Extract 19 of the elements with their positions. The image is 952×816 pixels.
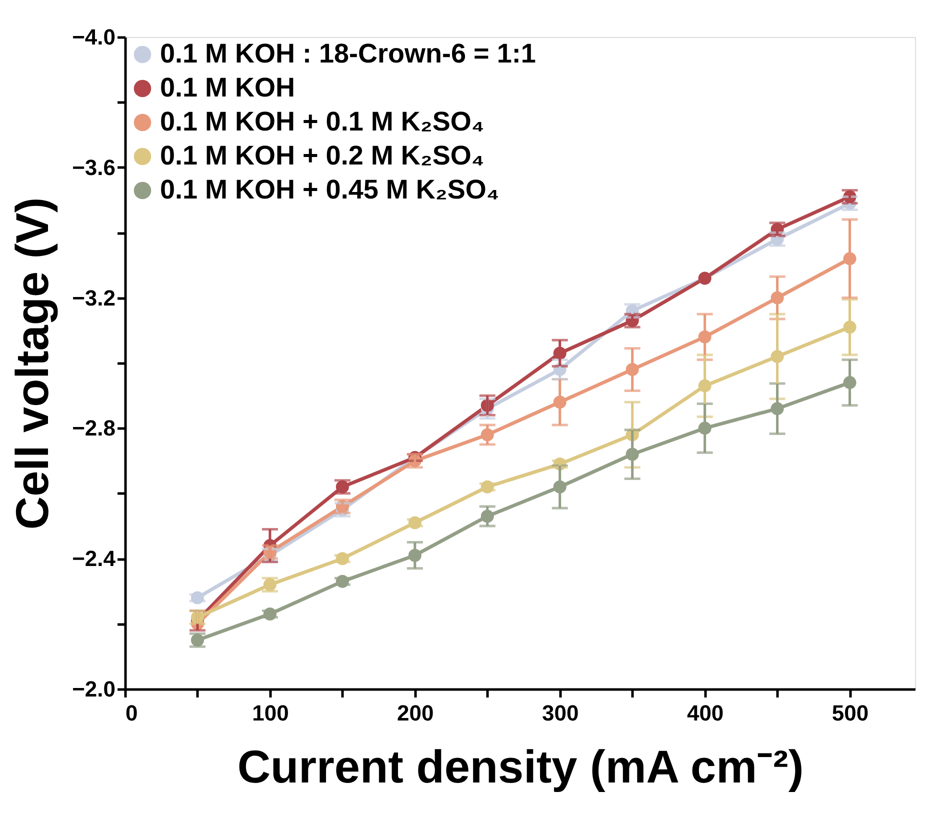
legend-label: 0.1 M KOH + 0.2 M K₂SO₄ bbox=[160, 140, 484, 170]
x-tick-label: 0 bbox=[126, 700, 138, 726]
y-tick-label: −3.6 bbox=[72, 154, 116, 180]
x-axis-title: Current density (mA cm⁻²) bbox=[237, 740, 804, 792]
y-tick-label: −2.8 bbox=[72, 416, 116, 441]
y-tick-label: −4.0 bbox=[72, 24, 116, 50]
y-tick-label: −3.2 bbox=[72, 285, 116, 310]
y-axis-title: Cell voltage (V) bbox=[6, 197, 58, 530]
y-tick-label: −2.4 bbox=[72, 546, 116, 572]
x-tick-label: 100 bbox=[252, 700, 289, 726]
x-tick-label: 200 bbox=[397, 700, 434, 726]
x-tick-label: 400 bbox=[686, 700, 724, 726]
x-tick-label: 500 bbox=[832, 700, 869, 726]
y-tick-label: −2.0 bbox=[72, 676, 116, 702]
x-tick-label: 300 bbox=[542, 700, 579, 726]
legend-label: 0.1 M KOH + 0.45 M K₂SO₄ bbox=[160, 174, 500, 204]
legend-label: 0.1 M KOH : 18-Crown-6 = 1:1 bbox=[160, 38, 536, 68]
legend-label: 0.1 M KOH bbox=[160, 72, 296, 102]
legend-label: 0.1 M KOH + 0.1 M K₂SO₄ bbox=[160, 106, 484, 136]
